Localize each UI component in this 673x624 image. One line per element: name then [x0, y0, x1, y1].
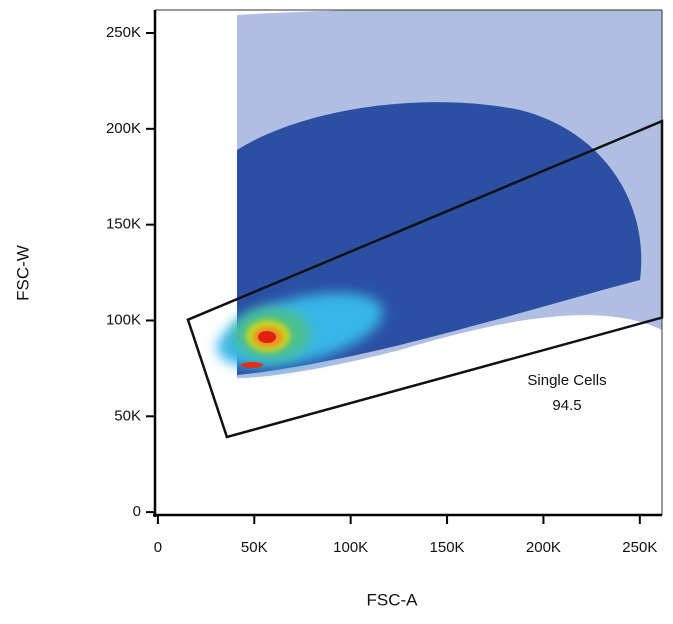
x-tick-label: 50K	[241, 539, 268, 556]
x-axis-label: FSC-A	[367, 590, 419, 609]
y-tick-label: 200K	[106, 120, 141, 137]
y-axis-label: FSC-W	[13, 245, 32, 301]
x-tick-label: 0	[154, 539, 162, 556]
gate-value: 94.5	[552, 397, 581, 414]
x-tick-label: 250K	[622, 539, 657, 556]
y-tick-label: 50K	[114, 407, 141, 424]
y-tick-label: 250K	[106, 24, 141, 41]
gate	[186, 119, 664, 439]
x-tick-label: 100K	[333, 539, 368, 556]
x-tick-label: 200K	[526, 539, 561, 556]
y-tick-label: 0	[133, 503, 141, 520]
y-tick-label: 150K	[106, 216, 141, 233]
x-tick-label: 150K	[430, 539, 465, 556]
gate-name: Single Cells	[527, 372, 606, 389]
density-cloud	[217, 10, 662, 378]
y-tick-label: 100K	[106, 311, 141, 328]
